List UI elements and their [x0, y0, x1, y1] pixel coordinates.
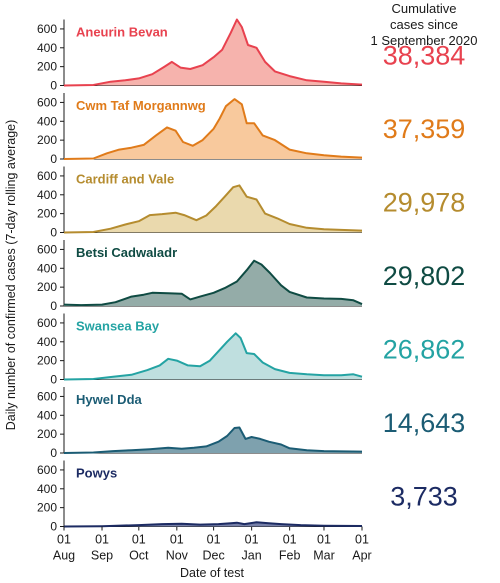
series-area — [64, 185, 362, 233]
y-tick-label: 400 — [37, 261, 57, 275]
y-tick-label: 0 — [50, 299, 57, 313]
y-tick-label: 600 — [37, 22, 57, 36]
series-area — [64, 19, 362, 86]
y-tick-label: 600 — [37, 242, 57, 256]
series-area — [64, 99, 362, 159]
cumulative-header-line-2: cases since — [390, 17, 458, 32]
x-tick-day: 01 — [317, 533, 331, 547]
series-name: Aneurin Bevan — [76, 25, 168, 40]
panel-3: 0 200 400 600 Betsi Cadwaladr 29,802 — [37, 240, 465, 313]
series-line — [63, 259, 363, 307]
panel-4: 0 200 400 600 Swansea Bay 26,862 — [37, 313, 466, 387]
y-tick-label: 0 — [50, 226, 57, 240]
y-tick-label: 200 — [37, 133, 57, 147]
y-axis-label: Daily number of confirmed cases (7-day r… — [4, 120, 18, 431]
series-area — [64, 427, 362, 453]
y-tick-label: 400 — [37, 114, 57, 128]
x-tick-month: Aug — [53, 549, 75, 563]
x-tick-day: 01 — [245, 533, 259, 547]
y-tick-label: 0 — [50, 520, 57, 534]
y-tick-label: 0 — [50, 446, 57, 460]
y-tick-label: 400 — [37, 41, 57, 55]
cumulative-value: 37,359 — [383, 114, 466, 144]
y-tick-label: 200 — [37, 280, 57, 294]
y-tick-label: 400 — [37, 188, 57, 202]
series-line — [63, 184, 363, 234]
cumulative-value: 3,733 — [390, 482, 458, 512]
panel-0: 0 200 400 600 Aneurin Bevan 38,384 — [37, 18, 466, 93]
x-tick-day: 01 — [132, 533, 146, 547]
y-tick-label: 200 — [37, 60, 57, 74]
y-tick-label: 0 — [50, 373, 57, 387]
panel-1: 0 200 400 600 Cwm Taf Morgannwg 37,359 — [37, 93, 465, 166]
y-tick-label: 600 — [37, 169, 57, 183]
x-tick-day: 01 — [57, 533, 71, 547]
panel-2: 0 200 400 600 Cardiff and Vale 29,978 — [37, 166, 466, 240]
x-tick-day: 01 — [207, 533, 221, 547]
cumulative-header: Cumulative cases since 1 September 2020 — [371, 1, 478, 48]
panels: 0 200 400 600 Aneurin Bevan 38,384 0 200 400 600 C… — [37, 18, 466, 534]
series-name: Hywel Dda — [76, 392, 143, 407]
x-tick-day: 01 — [283, 533, 297, 547]
y-tick-label: 0 — [50, 152, 57, 166]
cumulative-value: 14,643 — [383, 408, 466, 438]
x-tick-month: Apr — [352, 549, 371, 563]
y-tick-label: 600 — [37, 463, 57, 477]
x-axis: 01 Aug 01 Sep 01 Oct 01 Nov 01 Dec 01 Jan 01 Feb 01 Mar… — [53, 526, 372, 563]
series-line — [63, 18, 363, 87]
series-name: Swansea Bay — [76, 319, 160, 334]
x-axis-label: Date of test — [180, 566, 244, 580]
x-tick-day: 01 — [170, 533, 184, 547]
cumulative-value: 38,384 — [383, 41, 466, 71]
cumulative-header-line-3: 1 September 2020 — [371, 33, 478, 48]
cumulative-value: 29,978 — [383, 188, 466, 218]
x-tick-day: 01 — [355, 533, 369, 547]
x-tick-day: 01 — [95, 533, 109, 547]
x-tick-month: Jan — [242, 549, 262, 563]
y-tick-label: 200 — [37, 427, 57, 441]
y-tick-label: 200 — [37, 207, 57, 221]
y-tick-label: 600 — [37, 95, 57, 109]
series-name: Betsi Cadwaladr — [76, 245, 177, 260]
series-line — [63, 98, 363, 160]
y-tick-label: 0 — [50, 79, 57, 93]
x-tick-month: Mar — [313, 549, 335, 563]
y-tick-label: 600 — [37, 316, 57, 330]
x-tick-month: Dec — [202, 549, 224, 563]
series-name: Powys — [76, 466, 117, 481]
x-tick-month: Sep — [91, 549, 113, 563]
series-name: Cardiff and Vale — [76, 172, 174, 187]
series-area — [64, 260, 362, 306]
series-area — [64, 333, 362, 380]
x-tick-month: Oct — [129, 549, 149, 563]
series-line — [63, 521, 363, 528]
y-tick-label: 200 — [37, 501, 57, 515]
panel-6: 0 200 400 600 Powys 3,733 — [37, 460, 458, 534]
series-name: Cwm Taf Morgannwg — [76, 98, 206, 113]
x-tick-month: Feb — [279, 549, 301, 563]
cumulative-value: 29,802 — [383, 261, 466, 291]
y-tick-label: 200 — [37, 354, 57, 368]
y-tick-label: 400 — [37, 335, 57, 349]
cumulative-header-line-1: Cumulative — [391, 1, 456, 16]
y-tick-label: 600 — [37, 389, 57, 403]
panel-5: 0 200 400 600 Hywel Dda 14,643 — [37, 387, 465, 460]
cumulative-value: 26,862 — [383, 335, 466, 365]
series-line — [63, 332, 363, 381]
y-tick-label: 400 — [37, 482, 57, 496]
y-tick-label: 400 — [37, 408, 57, 422]
x-tick-month: Nov — [166, 549, 189, 563]
series-line — [63, 426, 363, 454]
